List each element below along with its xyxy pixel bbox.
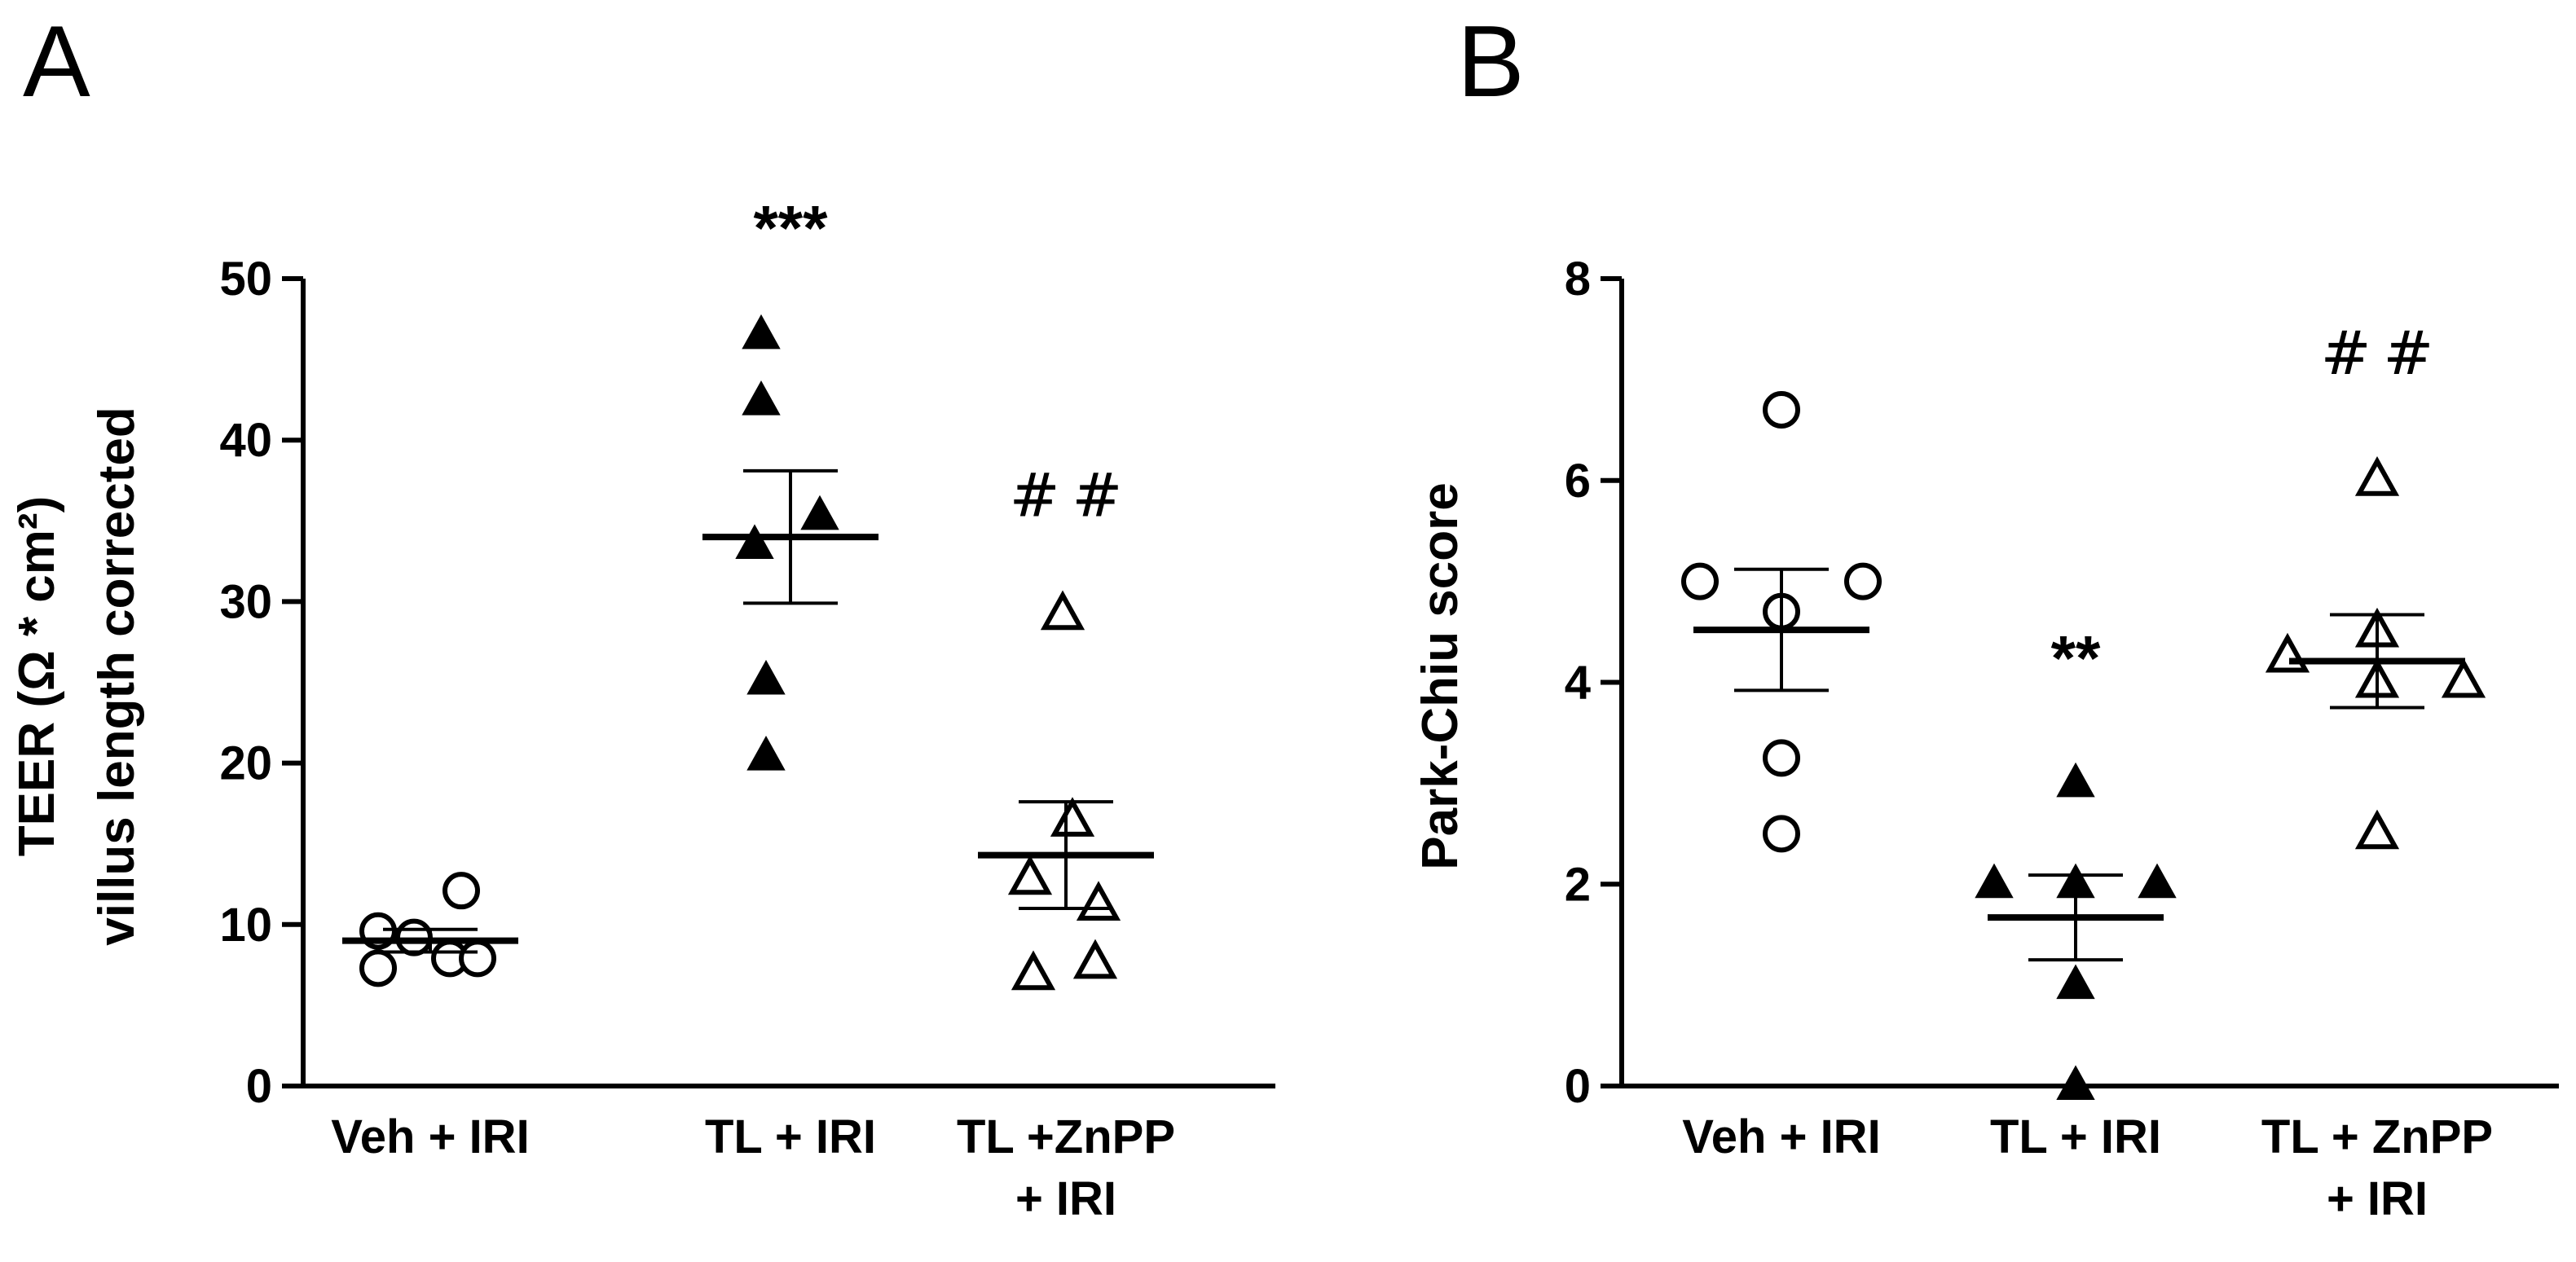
panel-a-data-point bbox=[459, 939, 496, 978]
panel-a-data-point bbox=[800, 495, 839, 530]
panel-b-y-tick-label: 8 bbox=[1565, 253, 1591, 306]
panel-a-y-tick-label: 50 bbox=[219, 253, 272, 306]
panel-b-category-label: Veh + IRI bbox=[1682, 1110, 1880, 1163]
panel-b-data-point bbox=[1763, 739, 1800, 777]
panel-a-y-tick-label: 10 bbox=[219, 899, 272, 952]
panel-a-data-point bbox=[735, 524, 774, 559]
panel-a-category-label: TL +ZnPP bbox=[957, 1110, 1175, 1163]
panel-a-y-axis-title-line: villus length corrected bbox=[89, 407, 145, 946]
panel-a-category-label: TL + IRI bbox=[705, 1110, 876, 1163]
panel-a-letter: A bbox=[23, 6, 90, 118]
panel-b-category-label: TL + ZnPP bbox=[2261, 1110, 2493, 1163]
panel-a-data-point bbox=[742, 314, 781, 350]
panel-a-data-point bbox=[1050, 797, 1095, 837]
panel-b-data-point bbox=[2441, 657, 2486, 698]
panel-b-data-point bbox=[1763, 815, 1800, 853]
panel-b-data-point bbox=[2056, 762, 2095, 798]
panel-b-data-point bbox=[1763, 391, 1800, 429]
panel-a-data-point bbox=[1076, 881, 1121, 921]
panel-b-data-point bbox=[2354, 809, 2400, 850]
panel-b-significance-annotation: # # bbox=[2321, 319, 2434, 389]
panel-b-category-label: TL + IRI bbox=[1990, 1110, 2161, 1163]
panel-a-y-tick-label: 0 bbox=[246, 1060, 272, 1113]
panel-b-chart: 0 2 4 6 8 Park-Chiu score Veh + IRI TL + IRI TL … bbox=[1412, 253, 2559, 1225]
panel-b-data-point bbox=[2265, 632, 2310, 673]
panel-a-significance-annotation: # # bbox=[1010, 461, 1123, 531]
panel-a-chart: 0 10 20 30 40 50 TEER (Ω * cm²) villus length c… bbox=[9, 192, 1275, 1225]
panel-a-category-label: Veh + IRI bbox=[331, 1110, 529, 1163]
panel-a-data-point bbox=[1040, 590, 1085, 631]
panel-a-data-point bbox=[1072, 939, 1118, 979]
panel-b-y-tick-label: 2 bbox=[1565, 858, 1591, 911]
panel-b-data-point bbox=[2138, 863, 2177, 899]
panel-a-y-axis-title-line: TEER (Ω * cm²) bbox=[9, 496, 65, 856]
panel-b-y-tick-label: 4 bbox=[1565, 657, 1591, 710]
panel-b-data-point bbox=[1681, 562, 1719, 600]
panel-b-data-point bbox=[1975, 863, 2014, 899]
panel-a-data-point bbox=[1007, 855, 1053, 895]
panel-b-data-point bbox=[2354, 456, 2400, 496]
panel-b-data-point bbox=[1844, 562, 1882, 600]
panel-a-y-tick-label: 20 bbox=[219, 737, 272, 790]
panel-b-data-point bbox=[2056, 964, 2095, 1000]
panel-a-significance-annotation: *** bbox=[753, 192, 828, 264]
panel-a-data-point bbox=[746, 659, 786, 695]
panel-a-data-point bbox=[359, 949, 397, 987]
panel-b-significance-annotation: ** bbox=[2051, 622, 2101, 693]
panel-a-data-point bbox=[742, 380, 781, 416]
panel-b-y-axis-title: Park-Chiu score bbox=[1412, 482, 1469, 870]
panel-a-data-point bbox=[443, 872, 480, 910]
panel-b-category-label: + IRI bbox=[2327, 1172, 2428, 1225]
panel-a-y-tick-label: 30 bbox=[219, 575, 272, 628]
panel-a-data-point bbox=[746, 736, 786, 771]
panel-b-data-point bbox=[2056, 1065, 2095, 1100]
panel-a-y-tick-label: 40 bbox=[219, 414, 272, 467]
panel-b-y-tick-label: 6 bbox=[1565, 455, 1591, 508]
panel-b-letter: B bbox=[1457, 6, 1525, 118]
panel-a-data-point bbox=[1011, 950, 1056, 991]
panel-a-category-label: + IRI bbox=[1015, 1172, 1116, 1225]
panel-b-y-tick-label: 0 bbox=[1565, 1060, 1591, 1113]
